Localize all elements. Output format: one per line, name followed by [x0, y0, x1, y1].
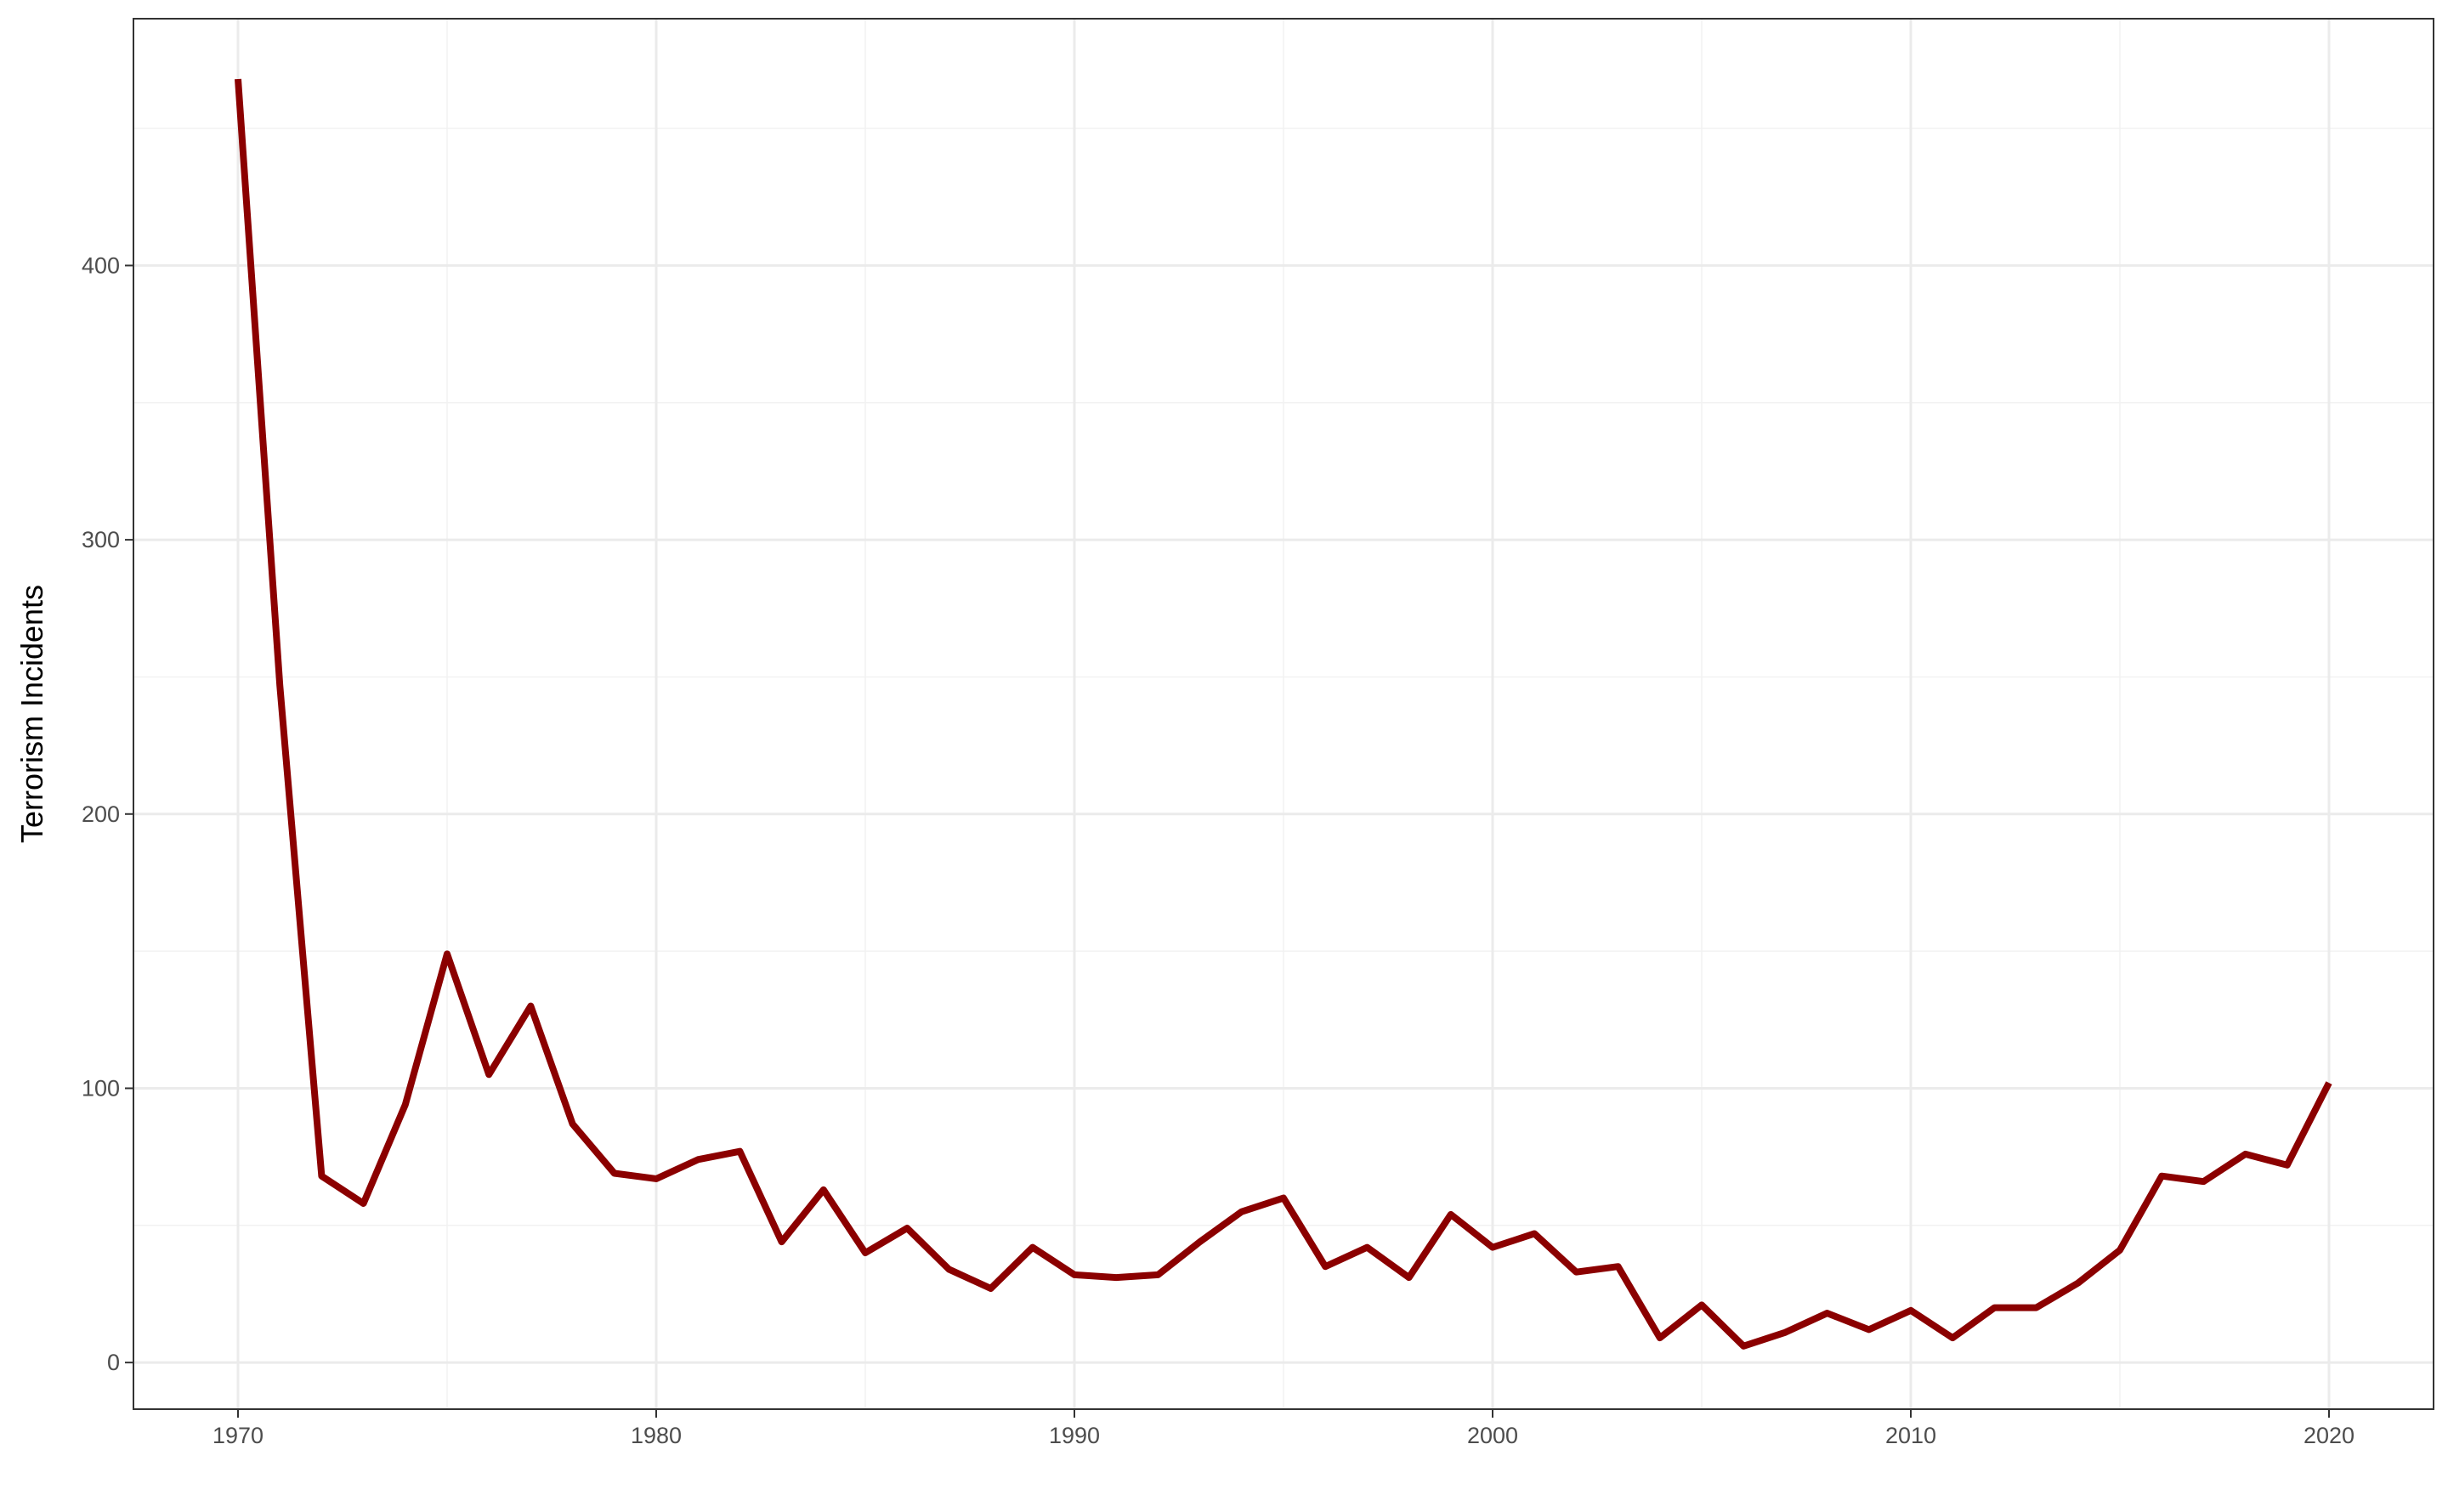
y-axis-title: Terrorism Incidents [14, 585, 49, 843]
data-point [360, 1200, 367, 1207]
x-tick-label: 1980 [631, 1423, 682, 1448]
data-point [904, 1225, 910, 1232]
data-point [988, 1285, 994, 1292]
data-point [2158, 1173, 2165, 1180]
data-point [1657, 1334, 1663, 1341]
plot-panel-border [133, 18, 2434, 1410]
data-point [2075, 1280, 2082, 1287]
data-point [1113, 1274, 1119, 1281]
x-tick-label: 1970 [212, 1423, 264, 1448]
x-axis: 1970 1980 1990 2000 2010 2020 [212, 1409, 2354, 1448]
data-point [736, 1148, 743, 1155]
data-point [779, 1238, 785, 1245]
data-point [1406, 1274, 1413, 1281]
data-point [1029, 1244, 1036, 1251]
data-point [1280, 1195, 1287, 1202]
data-point [570, 1120, 576, 1127]
data-point [485, 1071, 492, 1078]
data-point [2326, 1079, 2332, 1086]
data-point [1866, 1326, 1873, 1333]
data-point [527, 1003, 534, 1010]
y-tick-label: 200 [82, 801, 120, 827]
data-point [444, 950, 450, 957]
data-point [1197, 1238, 1204, 1245]
major-gridlines [133, 19, 2434, 1409]
data-point [1448, 1211, 1454, 1218]
data-point [1322, 1263, 1329, 1270]
data-point [862, 1249, 869, 1256]
y-axis: 0 100 200 300 400 [82, 252, 133, 1375]
data-point [2200, 1178, 2207, 1185]
y-tick-label: 100 [82, 1075, 120, 1101]
data-point [653, 1175, 660, 1182]
y-tick-label: 300 [82, 527, 120, 552]
x-tick-label: 2010 [1885, 1423, 1936, 1448]
data-point [1824, 1310, 1831, 1317]
x-tick-label: 1990 [1049, 1423, 1100, 1448]
data-point [611, 1169, 618, 1176]
data-point [1907, 1307, 1914, 1314]
data-point [2284, 1162, 2291, 1169]
y-tick-label: 0 [107, 1350, 120, 1375]
x-tick-label: 2000 [1467, 1423, 1518, 1448]
y-tick-label: 400 [82, 252, 120, 278]
series-line [235, 78, 2332, 1350]
data-point [1154, 1271, 1161, 1278]
data-point [1531, 1230, 1538, 1237]
data-point [1740, 1343, 1747, 1350]
data-point [1615, 1263, 1622, 1270]
data-point [2242, 1151, 2249, 1158]
data-point [1363, 1244, 1370, 1251]
data-point [1489, 1244, 1496, 1251]
data-point [235, 76, 241, 82]
data-point [402, 1101, 409, 1108]
data-point [820, 1186, 827, 1193]
data-point [1698, 1301, 1705, 1308]
data-point [276, 682, 283, 688]
data-point [1572, 1269, 1579, 1276]
minor-gridlines [133, 19, 2434, 1409]
data-point [694, 1156, 701, 1163]
data-point [1949, 1334, 1956, 1341]
data-point [945, 1266, 952, 1272]
data-point [318, 1173, 325, 1180]
data-point [1071, 1271, 1078, 1278]
x-tick-label: 2020 [2304, 1423, 2354, 1448]
data-point [1991, 1305, 1998, 1311]
data-point [2033, 1305, 2040, 1311]
data-point [1238, 1209, 1245, 1215]
data-point [2116, 1247, 2123, 1254]
data-point [1782, 1329, 1788, 1336]
